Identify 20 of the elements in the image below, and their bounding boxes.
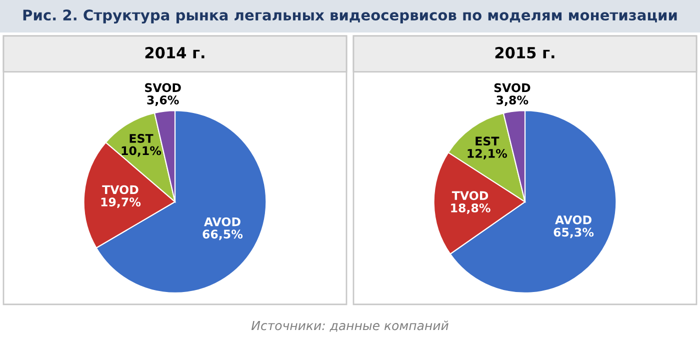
- slice-label: EST: [476, 136, 500, 146]
- data-label: 10,1%: [122, 146, 162, 157]
- data-label: 3,8%: [496, 96, 528, 106]
- slice-label: SVOD: [145, 83, 181, 92]
- slice-label: SVOD: [494, 83, 530, 92]
- data-label: 3,6%: [147, 96, 179, 106]
- slice-label: TVOD: [102, 185, 138, 194]
- chart-title: 2014 г.: [145, 46, 204, 58]
- text: Источники: данные компаний: [251, 320, 448, 332]
- data-label: 65,3%: [554, 228, 594, 238]
- data-label: 18,8%: [451, 203, 490, 214]
- slice-label: TVOD: [452, 191, 488, 200]
- text: Рис. 2. Структура рынка легальных видеосервисов по моделям монетизации: [23, 10, 677, 24]
- slice-label: AVOD: [555, 215, 592, 224]
- slice-label: EST: [130, 134, 154, 143]
- data-label: 66,5%: [202, 230, 243, 240]
- data-label: 19,7%: [101, 198, 141, 208]
- data-label: 12,1%: [468, 148, 508, 160]
- chart-title: 2015 г.: [495, 46, 554, 58]
- slice-label: AVOD: [204, 217, 240, 226]
